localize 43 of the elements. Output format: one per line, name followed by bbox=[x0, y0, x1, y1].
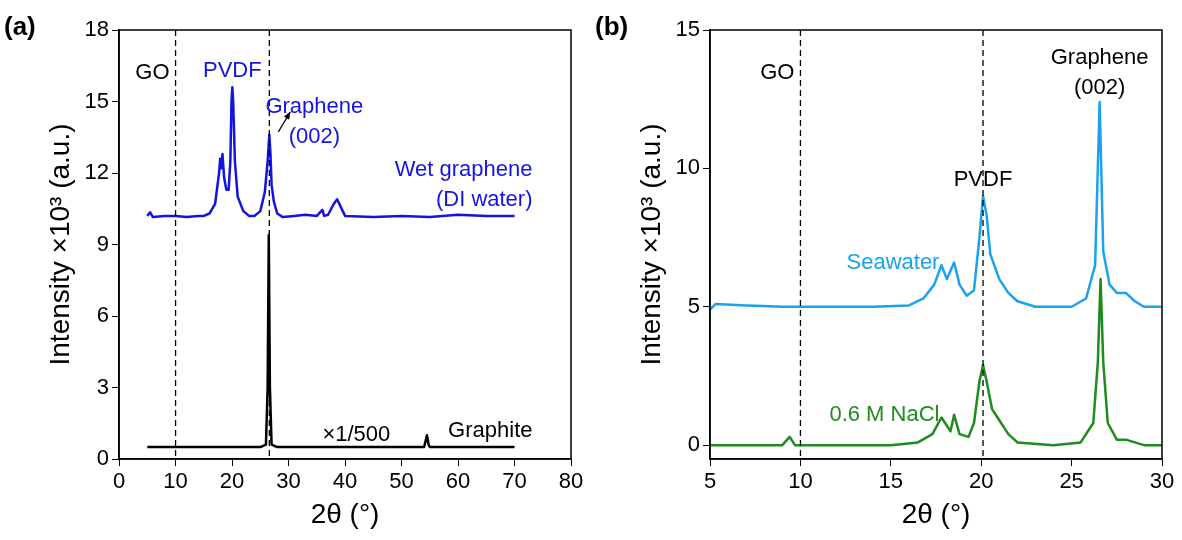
x-tick-label: 70 bbox=[502, 468, 527, 494]
x-tick-label: 60 bbox=[445, 468, 471, 494]
annotation: Graphene (002) bbox=[265, 92, 364, 148]
y-tick-label: 0 bbox=[687, 431, 701, 457]
y-tick-label: 5 bbox=[687, 292, 701, 318]
x-tick-label: 30 bbox=[276, 468, 301, 494]
series-label: Seawater bbox=[846, 249, 940, 275]
x-tick-label: 30 bbox=[1149, 468, 1175, 494]
chart-title: (b) bbox=[595, 11, 629, 42]
series-label: Graphite bbox=[448, 417, 533, 443]
x-tick-label: 10 bbox=[788, 468, 813, 494]
y-axis-title: Intensity ×10³ (a.u.) bbox=[634, 123, 666, 366]
y-axis-title: Intensity ×10³ (a.u.) bbox=[43, 123, 75, 366]
y-tick-label: 9 bbox=[96, 230, 110, 256]
x-tick-label: 25 bbox=[1059, 468, 1084, 494]
x-tick-label: 15 bbox=[878, 468, 904, 494]
x-tick-label: 0 bbox=[112, 468, 126, 494]
ref-line-label: GO bbox=[135, 58, 170, 84]
x-tick-label: 40 bbox=[332, 468, 358, 494]
chart-title: (a) bbox=[4, 11, 36, 42]
annotation: PVDF bbox=[202, 57, 262, 83]
y-tick-label: 12 bbox=[84, 159, 110, 185]
x-tick-label: 50 bbox=[389, 468, 414, 494]
annotation: ×1/500 bbox=[322, 421, 391, 447]
y-tick-label: 15 bbox=[675, 16, 701, 42]
y-tick-label: 0 bbox=[96, 445, 110, 471]
y-tick-label: 10 bbox=[675, 154, 701, 180]
series-label: 0.6 M NaCl bbox=[829, 401, 940, 427]
x-tick-label: 80 bbox=[558, 468, 584, 494]
series-label: Wet graphene (DI water) bbox=[394, 155, 533, 211]
y-tick-label: 15 bbox=[84, 87, 110, 113]
y-tick-label: 3 bbox=[96, 373, 110, 399]
x-tick-label: 20 bbox=[219, 468, 245, 494]
annotation: PVDF bbox=[953, 166, 1013, 192]
y-tick-label: 6 bbox=[96, 302, 110, 328]
x-axis-title: 2θ (°) bbox=[310, 497, 380, 529]
annotation: Graphene (002) bbox=[1050, 43, 1149, 99]
x-axis-title: 2θ (°) bbox=[901, 497, 971, 529]
y-tick-label: 18 bbox=[84, 16, 110, 42]
ref-line-label: GO bbox=[760, 58, 795, 84]
x-tick-label: 10 bbox=[163, 468, 188, 494]
x-tick-label: 20 bbox=[968, 468, 994, 494]
x-tick-label: 5 bbox=[703, 468, 717, 494]
